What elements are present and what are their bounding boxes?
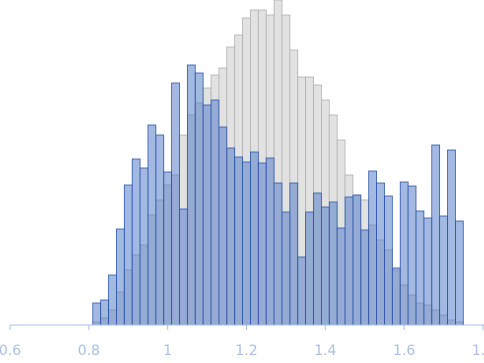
bar bbox=[273, 182, 283, 326]
bar bbox=[415, 210, 425, 326]
bar bbox=[92, 302, 102, 326]
bar bbox=[455, 220, 464, 326]
bar bbox=[171, 82, 180, 326]
bar bbox=[368, 170, 377, 326]
bar bbox=[313, 192, 322, 326]
x-tick-label: 1.2 bbox=[235, 343, 257, 359]
bar bbox=[242, 161, 251, 326]
bar bbox=[100, 299, 109, 326]
bar bbox=[399, 181, 409, 326]
bar bbox=[226, 147, 236, 326]
bar bbox=[305, 211, 314, 326]
bar bbox=[447, 149, 456, 326]
bar bbox=[336, 227, 346, 326]
x-tick-label: 1.8 bbox=[472, 343, 484, 359]
bar bbox=[147, 124, 157, 326]
bar bbox=[234, 156, 243, 326]
bar bbox=[384, 195, 393, 326]
bar bbox=[344, 196, 354, 326]
bar bbox=[131, 158, 141, 326]
bar bbox=[407, 185, 417, 326]
bar bbox=[297, 256, 307, 326]
bar bbox=[250, 151, 259, 326]
x-tick-label: 1.4 bbox=[314, 343, 336, 359]
bar bbox=[257, 162, 267, 326]
bar bbox=[179, 208, 188, 326]
bar bbox=[439, 215, 448, 326]
bar bbox=[376, 182, 385, 326]
bar bbox=[210, 99, 220, 326]
bar bbox=[194, 72, 204, 326]
x-tick-label: 0.6 bbox=[0, 343, 21, 359]
bar bbox=[265, 157, 275, 326]
bar bbox=[360, 229, 370, 326]
bar bbox=[163, 171, 173, 326]
bar bbox=[320, 206, 330, 326]
bar bbox=[281, 211, 291, 326]
x-tick-label: 1 bbox=[163, 343, 172, 359]
bar bbox=[218, 126, 228, 326]
bar bbox=[352, 194, 362, 326]
bar bbox=[186, 64, 196, 326]
bar bbox=[391, 267, 401, 326]
bar bbox=[155, 134, 165, 326]
bar bbox=[289, 182, 299, 326]
bar bbox=[423, 217, 433, 326]
x-tick-label: 1.6 bbox=[393, 343, 415, 359]
bar bbox=[108, 274, 117, 326]
bar bbox=[431, 144, 441, 326]
bar bbox=[116, 228, 125, 326]
bar bbox=[139, 167, 149, 326]
bar bbox=[202, 104, 212, 326]
x-tick-label: 0.8 bbox=[78, 343, 100, 359]
bar bbox=[123, 184, 133, 326]
bar bbox=[328, 201, 338, 326]
